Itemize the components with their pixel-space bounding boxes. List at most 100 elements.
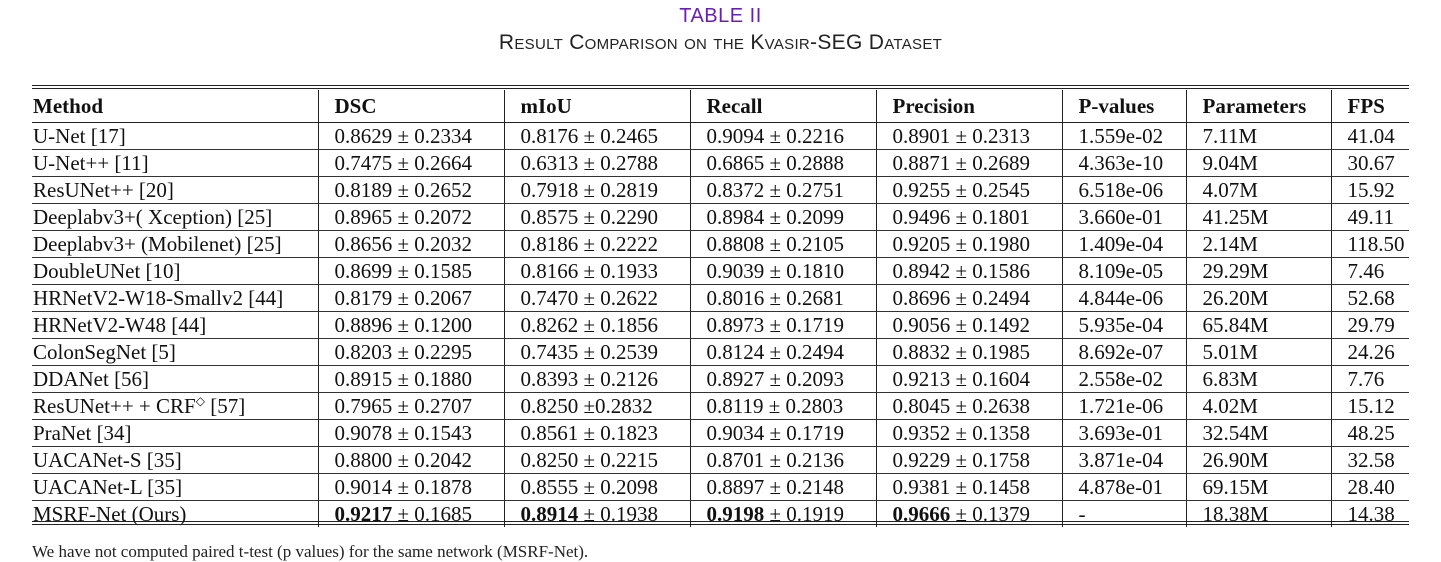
cell-dsc: 0.8800 ± 0.2042	[317, 446, 504, 474]
table-row: UACANet-L [35] 0.9014 ± 0.1878 0.8555 ± …	[32, 473, 1409, 501]
cell-method: PraNet [34]	[32, 419, 318, 447]
cell-miou: 0.8914 ± 0.1938	[503, 500, 690, 527]
cell-method: MSRF-Net (Ours)	[33, 501, 187, 526]
cell-params: 32.54M	[1185, 419, 1331, 447]
header-miou: mIoU	[503, 90, 690, 123]
header-method: Method	[32, 90, 318, 123]
cell-params: 18.38M	[1185, 500, 1331, 527]
cell-recall: 0.8984 ± 0.2099	[689, 203, 876, 231]
cell-method: UACANet-S [35]	[32, 446, 318, 474]
cell-miou: 0.8250 ± 0.2215	[503, 446, 690, 474]
cell-recall: 0.8897 ± 0.2148	[689, 473, 876, 501]
table-body: U-Net [17] 0.8629 ± 0.2334 0.8176 ± 0.24…	[32, 122, 1409, 527]
cell-params: 41.25M	[1185, 203, 1331, 231]
table-row: Deeplabv3+ (Mobilenet) [25] 0.8656 ± 0.2…	[32, 230, 1409, 258]
cell-recall: 0.8701 ± 0.2136	[689, 446, 876, 474]
cell-method: U-Net [17]	[32, 122, 318, 150]
cell-miou: 0.8555 ± 0.2098	[503, 473, 690, 501]
cell-precision: 0.8871 ± 0.2689	[875, 149, 1062, 177]
cell-dsc: 0.8629 ± 0.2334	[317, 122, 504, 150]
precision-std: ± 0.1379	[950, 501, 1031, 526]
cell-precision: 0.9255 ± 0.2545	[875, 176, 1062, 204]
cell-fps: 28.40	[1330, 473, 1409, 501]
cell-precision: 0.8696 ± 0.2494	[875, 284, 1062, 312]
cell-method: Deeplabv3+ (Mobilenet) [25]	[32, 230, 318, 258]
table-row: PraNet [34] 0.9078 ± 0.1543 0.8561 ± 0.1…	[32, 419, 1409, 447]
cell-pvalue: 4.878e-01	[1061, 473, 1186, 501]
table-row: U-Net [17] 0.8629 ± 0.2334 0.8176 ± 0.24…	[32, 122, 1409, 150]
bottom-rule	[32, 521, 1409, 525]
header-dsc: DSC	[317, 90, 504, 123]
table-number: TABLE II	[679, 5, 762, 27]
cell-dsc: 0.8656 ± 0.2032	[317, 230, 504, 258]
cell-dsc: 0.8896 ± 0.1200	[317, 311, 504, 339]
table-row: DDANet [56] 0.8915 ± 0.1880 0.8393 ± 0.2…	[32, 365, 1409, 393]
cell-recall: 0.8119 ± 0.2803	[689, 392, 876, 420]
cell-fps: 7.76	[1330, 365, 1409, 393]
cell-miou: 0.8186 ± 0.2222	[503, 230, 690, 258]
cell-fps: 118.50	[1330, 230, 1409, 258]
cell-pvalue: 3.693e-01	[1061, 419, 1186, 447]
cell-params: 4.02M	[1185, 392, 1331, 420]
cell-miou: 0.7470 ± 0.2622	[503, 284, 690, 312]
table-title: Result Comparison on the Kvasir-SEG Data…	[498, 31, 943, 54]
cell-pvalue: 4.844e-06	[1061, 284, 1186, 312]
cell-miou: 0.8561 ± 0.1823	[503, 419, 690, 447]
header-fps: FPS	[1330, 90, 1409, 123]
cell-recall: 0.8808 ± 0.2105	[689, 230, 876, 258]
cell-params: 69.15M	[1185, 473, 1331, 501]
cell-method: ResUNet++ [20]	[32, 176, 318, 204]
cell-pvalue: 8.109e-05	[1061, 257, 1186, 285]
cell-method: ColonSegNet [5]	[32, 338, 318, 366]
cell-miou: 0.8250 ±0.2832	[503, 392, 690, 420]
cell-recall: 0.9039 ± 0.1810	[689, 257, 876, 285]
table-row: UACANet-S [35] 0.8800 ± 0.2042 0.8250 ± …	[32, 446, 1409, 474]
cell-dsc: 0.8699 ± 0.1585	[317, 257, 504, 285]
cell-precision: 0.9666 ± 0.1379	[875, 500, 1062, 527]
cell-fps: 15.12	[1330, 392, 1409, 420]
cell-dsc: 0.8179 ± 0.2067	[317, 284, 504, 312]
table-row: U-Net++ [11] 0.7475 ± 0.2664 0.6313 ± 0.…	[32, 149, 1409, 177]
cell-pvalue: 2.558e-02	[1061, 365, 1186, 393]
diamond-marker: ◇	[195, 394, 205, 408]
cell-params: 65.84M	[1185, 311, 1331, 339]
table-footnote: We have not computed paired t-test (p va…	[32, 542, 589, 561]
cell-recall: 0.9198 ± 0.1919	[689, 500, 876, 527]
cell-dsc: 0.8915 ± 0.1880	[317, 365, 504, 393]
cell-miou: 0.7918 ± 0.2819	[503, 176, 690, 204]
miou-mean: 0.8914	[520, 501, 579, 526]
cell-recall: 0.8973 ± 0.1719	[689, 311, 876, 339]
cell-params: 5.01M	[1185, 338, 1331, 366]
cell-precision: 0.8901 ± 0.2313	[875, 122, 1062, 150]
cell-pvalue: 1.559e-02	[1061, 122, 1186, 150]
cell-dsc: 0.7475 ± 0.2664	[317, 149, 504, 177]
cell-pvalue: 1.721e-06	[1061, 392, 1186, 420]
table-row-ours: MSRF-Net (Ours) 0.9217 ± 0.1685 0.8914 ±…	[32, 500, 1409, 527]
cell-params: 26.90M	[1185, 446, 1331, 474]
cell-miou: 0.8262 ± 0.1856	[503, 311, 690, 339]
cell-dsc: 0.8965 ± 0.2072	[317, 203, 504, 231]
table-row: HRNetV2-W48 [44] 0.8896 ± 0.1200 0.8262 …	[32, 311, 1409, 339]
cell-recall: 0.8124 ± 0.2494	[689, 338, 876, 366]
cell-miou: 0.6313 ± 0.2788	[503, 149, 690, 177]
top-rule	[32, 85, 1409, 89]
table-row: Deeplabv3+( Xception) [25] 0.8965 ± 0.20…	[32, 203, 1409, 231]
cell-recall: 0.8927 ± 0.2093	[689, 365, 876, 393]
cell-pvalue: 1.409e-04	[1061, 230, 1186, 258]
cell-dsc: 0.7965 ± 0.2707	[317, 392, 504, 420]
cell-recall: 0.9094 ± 0.2216	[689, 122, 876, 150]
cell-fps: 48.25	[1330, 419, 1409, 447]
table-row: DoubleUNet [10] 0.8699 ± 0.1585 0.8166 ±…	[32, 257, 1409, 285]
cell-fps: 52.68	[1330, 284, 1409, 312]
miou-std: ± 0.1938	[578, 501, 659, 526]
cell-method: HRNetV2-W48 [44]	[32, 311, 318, 339]
cell-method: HRNetV2-W18-Smallv2 [44]	[32, 284, 318, 312]
cell-precision: 0.9496 ± 0.1801	[875, 203, 1062, 231]
table-row: ColonSegNet [5] 0.8203 ± 0.2295 0.7435 ±…	[32, 338, 1409, 366]
cell-miou: 0.7435 ± 0.2539	[503, 338, 690, 366]
header-row: Method DSC mIoU Recall Precision P-value…	[32, 90, 1409, 123]
cell-fps: 7.46	[1330, 257, 1409, 285]
dsc-std: ± 0.1685	[392, 501, 473, 526]
cell-method: DoubleUNet [10]	[32, 257, 318, 285]
cell-miou: 0.8575 ± 0.2290	[503, 203, 690, 231]
